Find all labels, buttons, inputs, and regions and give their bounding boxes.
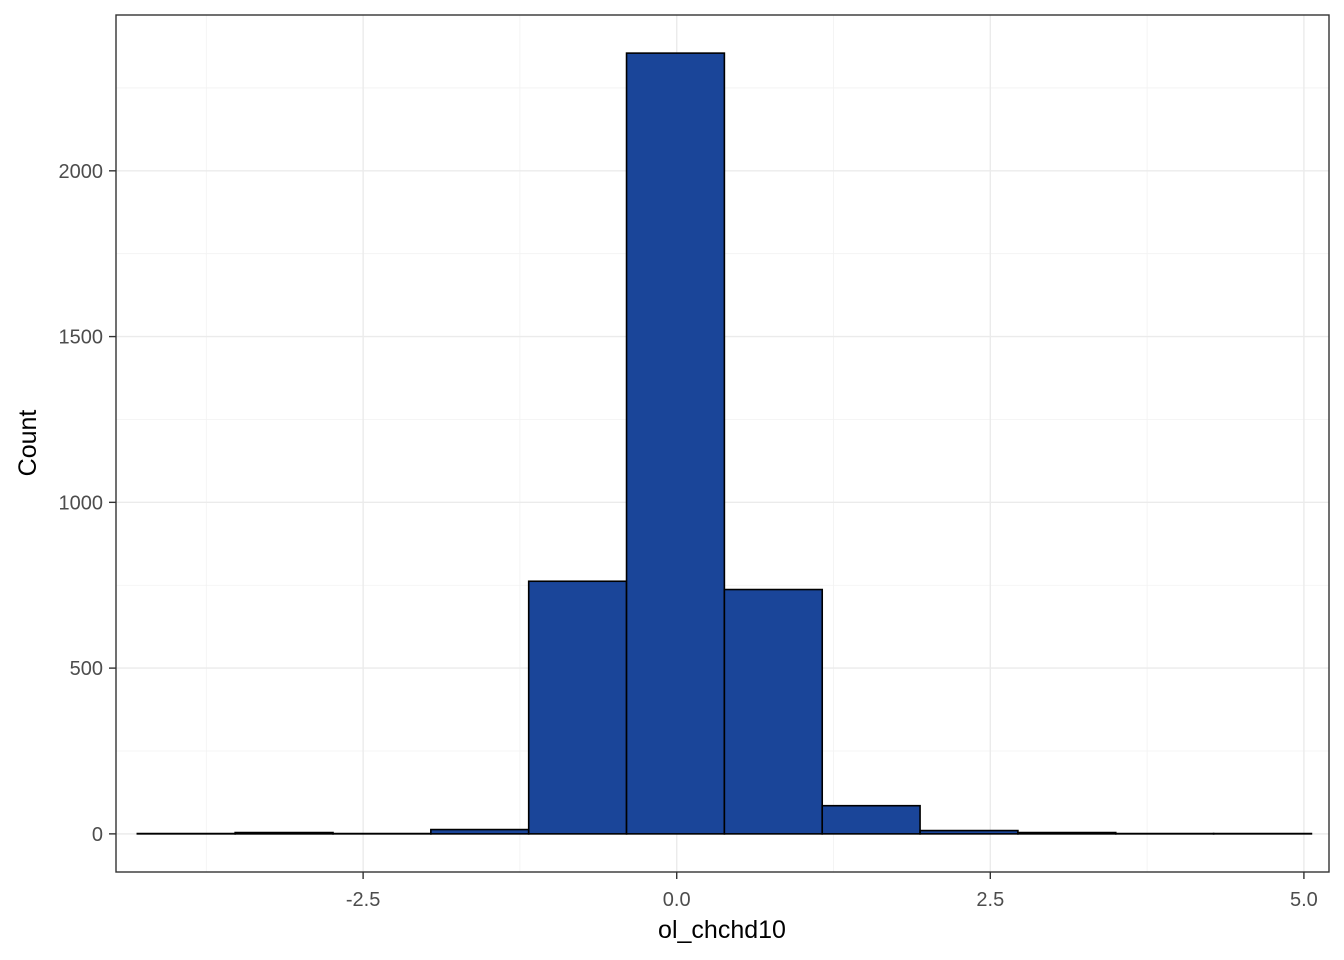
- histogram-bar: [919, 829, 1019, 835]
- y-axis-title: Count: [14, 410, 42, 477]
- x-tick-label: 5.0: [1290, 889, 1318, 911]
- y-tick-label: 1000: [59, 492, 104, 514]
- y-tick-label: 1500: [59, 327, 104, 349]
- y-axis: 0 500 1000 1500 2000: [59, 161, 116, 846]
- x-axis-title: ol_chchd10: [658, 916, 786, 944]
- y-tick-label: 0: [92, 824, 103, 846]
- histogram-bar: [430, 828, 530, 835]
- x-axis: -2.5 0.0 2.5 5.0: [346, 872, 1318, 911]
- histogram-bar: [527, 580, 628, 835]
- x-tick-label: 2.5: [976, 889, 1004, 911]
- histogram-bar: [234, 831, 334, 835]
- histogram-bar: [625, 52, 726, 835]
- plot-panel-border: [115, 14, 1330, 873]
- histogram-bar: [1017, 831, 1117, 835]
- y-tick-label: 500: [70, 658, 103, 680]
- histogram-bar: [723, 588, 824, 835]
- histogram-bar: [821, 804, 921, 835]
- x-tick-label: 0.0: [663, 889, 691, 911]
- histogram-bars: [136, 52, 1313, 835]
- y-tick-label: 2000: [59, 161, 104, 183]
- x-tick-label: -2.5: [346, 889, 380, 911]
